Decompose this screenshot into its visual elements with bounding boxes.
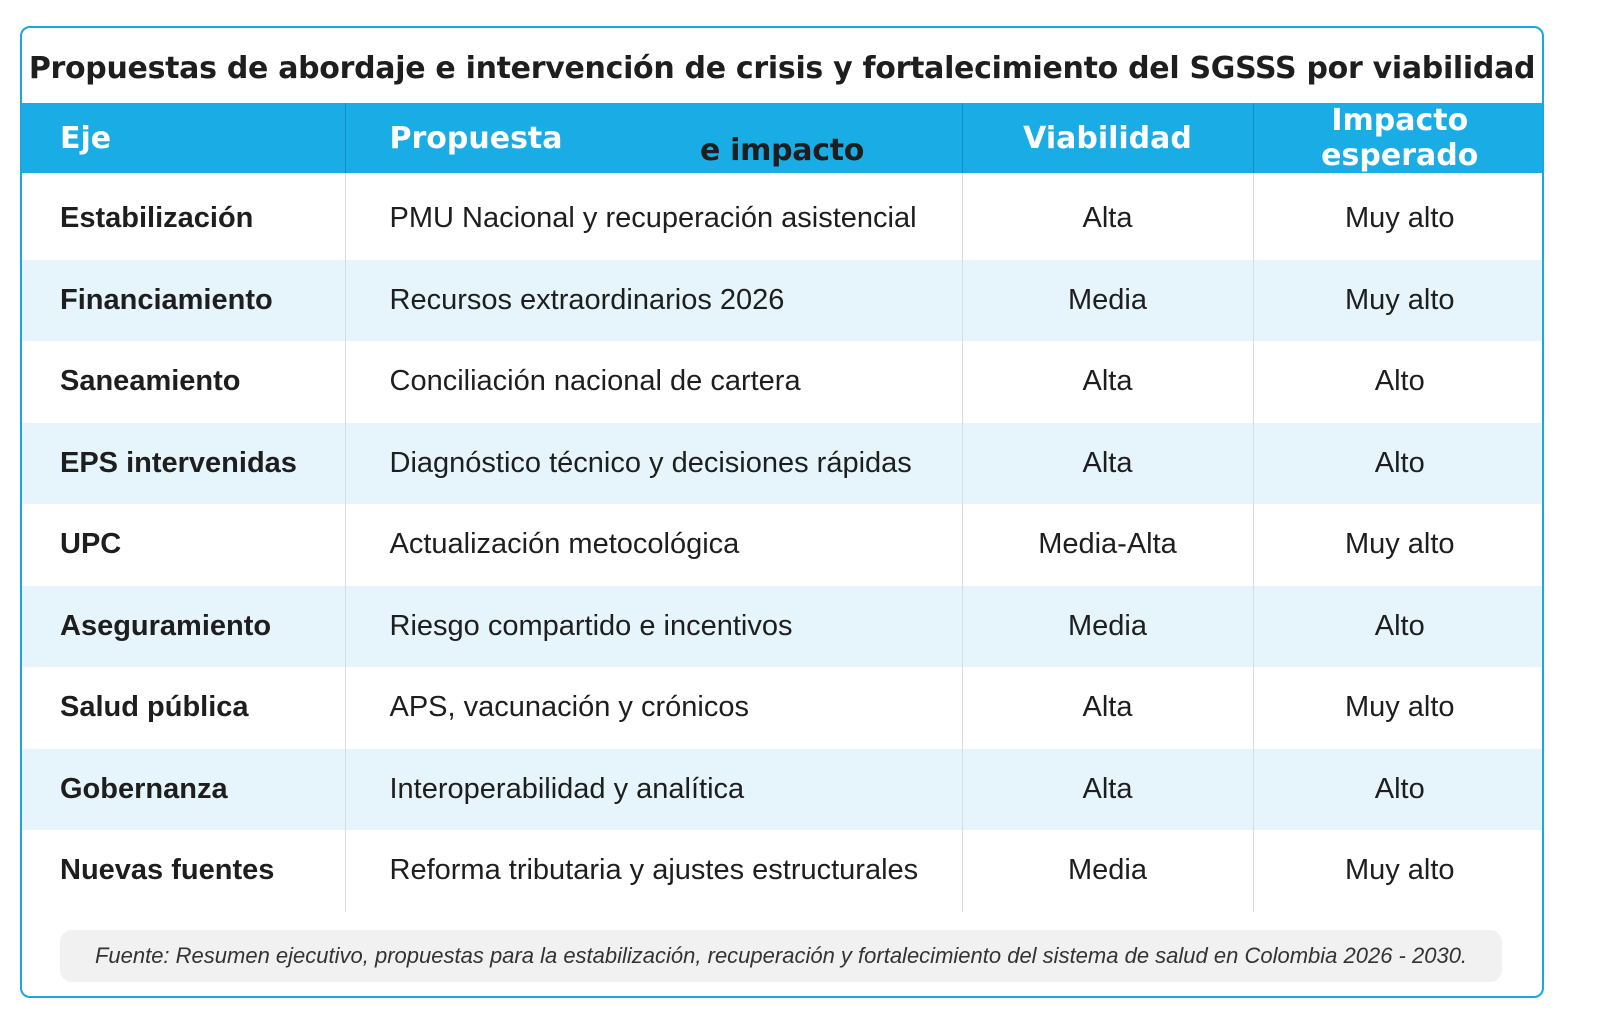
table-row: UPC Actualización metocológica Media-Alt… — [22, 504, 1542, 586]
cell-impacto: Alto — [1374, 446, 1425, 479]
cell-impacto: Muy alto — [1344, 528, 1455, 561]
cell-eje: Financiamiento — [22, 259, 346, 341]
cell-eje: Gobernanza — [22, 748, 346, 830]
cell-propuesta: Riesgo compartido e incentivos — [345, 585, 963, 667]
column-header-impacto: Impacto esperado — [1321, 103, 1479, 173]
table-row: Aseguramiento Riesgo compartido e incent… — [22, 585, 1542, 667]
table-card: Propuestas de abordaje e intervención de… — [20, 26, 1544, 998]
column-header-propuesta: Propuesta — [345, 103, 963, 173]
cell-viabilidad: Media-Alta — [962, 504, 1254, 586]
column-header-viabilidad: Viabilidad — [962, 103, 1254, 173]
cell-viabilidad: Media — [962, 585, 1254, 667]
table-spacer — [22, 173, 1542, 178]
table-row: EPS intervenidas Diagnóstico técnico y d… — [22, 422, 1542, 504]
cell-propuesta: Interoperabilidad y analítica — [345, 748, 963, 830]
cell-viabilidad: Alta — [962, 178, 1254, 260]
table-title: Propuestas de abordaje e intervención de… — [28, 51, 1536, 168]
proposals-table: Eje Propuesta Viabilidad Impacto esperad… — [22, 103, 1542, 912]
cell-impacto: Muy alto — [1344, 202, 1455, 235]
table-row: Nuevas fuentes Reforma tributaria y ajus… — [22, 830, 1542, 912]
table-header-row: Eje Propuesta Viabilidad Impacto esperad… — [22, 103, 1542, 173]
cell-impacto: Muy alto — [1344, 283, 1455, 316]
table-row: Salud pública APS, vacunación y crónicos… — [22, 667, 1542, 749]
cell-impacto: Alto — [1374, 609, 1425, 642]
cell-eje: Saneamiento — [22, 341, 346, 423]
cell-impacto: Alto — [1374, 772, 1425, 805]
table-row: Financiamiento Recursos extraordinarios … — [22, 259, 1542, 341]
cell-eje: UPC — [22, 504, 346, 586]
cell-viabilidad: Media — [962, 259, 1254, 341]
cell-eje: Estabilización — [22, 178, 346, 260]
cell-viabilidad: Alta — [962, 667, 1254, 749]
table-row: Saneamiento Conciliación nacional de car… — [22, 341, 1542, 423]
cell-viabilidad: Alta — [962, 341, 1254, 423]
cell-propuesta: Recursos extraordinarios 2026 — [345, 259, 963, 341]
cell-viabilidad: Alta — [962, 422, 1254, 504]
cell-viabilidad: Alta — [962, 748, 1254, 830]
cell-impacto: Alto — [1374, 365, 1425, 398]
source-note: Fuente: Resumen ejecutivo, propuestas pa… — [60, 930, 1502, 996]
cell-viabilidad: Media — [962, 830, 1254, 912]
cell-propuesta: PMU Nacional y recuperación asistencial — [345, 178, 963, 260]
cell-eje: Nuevas fuentes — [22, 830, 346, 912]
cell-impacto: Muy alto — [1344, 854, 1455, 887]
column-header-eje: Eje — [22, 103, 346, 173]
cell-propuesta: Actualización metocológica — [345, 504, 963, 586]
cell-propuesta: Reforma tributaria y ajustes estructural… — [345, 830, 963, 912]
cell-eje: Aseguramiento — [22, 585, 346, 667]
cell-eje: EPS intervenidas — [22, 422, 346, 504]
table-row: Estabilización PMU Nacional y recuperaci… — [22, 178, 1542, 260]
cell-propuesta: Diagnóstico técnico y decisiones rápidas — [345, 422, 963, 504]
table-row: Gobernanza Interoperabilidad y analítica… — [22, 748, 1542, 830]
cell-eje: Salud pública — [22, 667, 346, 749]
cell-impacto: Muy alto — [1344, 691, 1455, 724]
cell-propuesta: Conciliación nacional de cartera — [345, 341, 963, 423]
cell-propuesta: APS, vacunación y crónicos — [345, 667, 963, 749]
